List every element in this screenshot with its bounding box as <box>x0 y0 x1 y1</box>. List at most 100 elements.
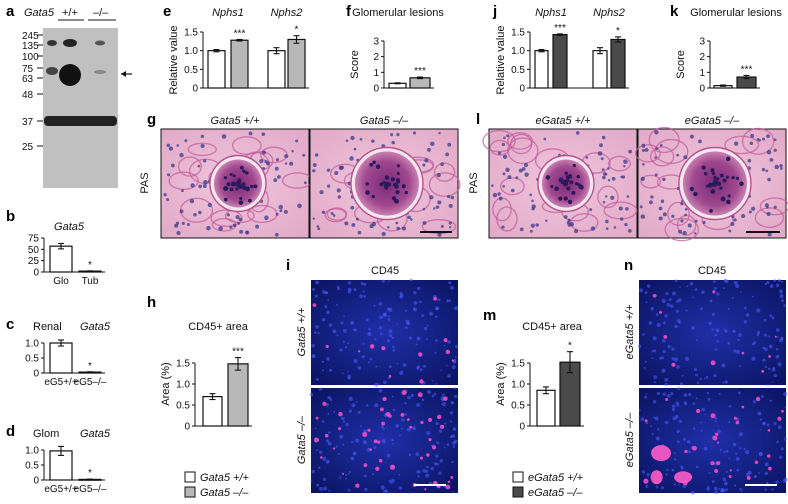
dapi-nucleus <box>671 357 675 361</box>
dapi-nucleus <box>714 490 718 494</box>
nucleus <box>239 229 244 234</box>
nucleus <box>395 221 399 225</box>
dapi-nucleus <box>740 291 742 293</box>
tubule <box>177 156 202 177</box>
dapi-nucleus <box>674 279 678 283</box>
dapi-nucleus <box>766 383 769 386</box>
dapi-nucleus <box>638 415 641 418</box>
dapi-nucleus <box>338 476 342 479</box>
cd45-cell <box>712 290 716 294</box>
dapi-nucleus <box>398 486 403 490</box>
nucleus <box>639 205 643 209</box>
dapi-nucleus <box>391 479 395 483</box>
dapi-nucleus <box>446 299 450 303</box>
dapi-nucleus <box>321 420 325 423</box>
dapi-nucleus <box>737 391 741 395</box>
nucleus <box>396 133 400 137</box>
dapi-nucleus <box>733 484 737 487</box>
dapi-nucleus <box>768 335 771 338</box>
dapi-nucleus <box>681 374 684 377</box>
dapi-nucleus <box>453 439 458 444</box>
dapi-nucleus <box>721 363 726 368</box>
dapi-nucleus <box>660 486 664 490</box>
dapi-nucleus <box>452 491 454 493</box>
dapi-nucleus <box>675 401 680 405</box>
dapi-nucleus <box>711 312 715 316</box>
nucleus <box>602 200 606 204</box>
dapi-nucleus <box>692 402 696 405</box>
bar-charts: 0255075Glo*TubGata500.51.0eG5+/+*eG5–/–R… <box>25 7 782 495</box>
dapi-nucleus <box>396 322 399 325</box>
nucleus <box>531 199 534 203</box>
bar-knockout <box>227 363 249 427</box>
dapi-nucleus <box>655 436 660 441</box>
panel-label-m: m <box>483 307 496 324</box>
dapi-nucleus <box>717 429 721 434</box>
glomerular-nucleus <box>250 184 254 188</box>
tubule <box>597 185 619 209</box>
dapi-nucleus <box>321 360 325 364</box>
cd45-cell <box>644 419 648 423</box>
dapi-nucleus <box>662 339 666 343</box>
dapi-nucleus <box>773 279 777 283</box>
bar-knockout <box>552 34 568 89</box>
nucleus <box>275 158 279 162</box>
dapi-nucleus <box>724 279 729 284</box>
cd45-cell <box>659 310 663 314</box>
glomerular-nucleus <box>716 181 721 186</box>
dapi-nucleus <box>440 403 443 405</box>
dapi-nucleus <box>347 281 352 285</box>
dapi-nucleus <box>415 343 418 346</box>
dapi-nucleus <box>678 429 681 432</box>
dapi-nucleus <box>379 332 383 336</box>
nucleus <box>773 148 777 152</box>
chart-title-gene: Gata5 <box>80 321 111 333</box>
dapi-nucleus <box>443 446 446 449</box>
nucleus <box>650 195 654 199</box>
nucleus <box>200 143 205 149</box>
significance-marker: *** <box>554 23 566 34</box>
dapi-nucleus <box>704 413 707 416</box>
nucleus <box>166 143 171 148</box>
blot-marker-label: 63 <box>22 74 34 85</box>
glomerular-nucleus <box>365 182 369 186</box>
nucleus <box>198 210 202 215</box>
cd45-cell <box>381 346 386 351</box>
dapi-nucleus <box>348 470 352 474</box>
nucleus <box>401 226 407 231</box>
dapi-nucleus <box>362 290 366 293</box>
dapi-nucleus <box>727 342 731 345</box>
nucleus <box>314 153 319 157</box>
nucleus <box>261 150 266 155</box>
cd45-cell <box>420 420 424 425</box>
nucleus <box>326 168 331 172</box>
y-tick-label: 0 <box>519 84 525 95</box>
dapi-nucleus <box>311 469 315 474</box>
nucleus <box>437 200 442 205</box>
dapi-nucleus <box>398 473 401 476</box>
nucleus <box>684 207 688 211</box>
dapi-nucleus <box>375 365 378 368</box>
y-tick-label: 3 <box>373 37 379 48</box>
dapi-nucleus <box>638 288 644 293</box>
cd45-cell <box>767 428 771 432</box>
dapi-nucleus <box>416 469 421 474</box>
tubule <box>168 171 199 191</box>
dapi-nucleus <box>339 348 343 352</box>
cd45-cell <box>419 456 424 460</box>
dapi-nucleus <box>732 329 736 333</box>
dapi-nucleus <box>322 456 327 461</box>
dapi-nucleus <box>348 409 353 413</box>
nucleus <box>264 215 269 221</box>
cd45-cell <box>443 338 448 343</box>
dapi-nucleus <box>662 349 666 353</box>
dapi-nucleus <box>392 349 396 352</box>
dapi-nucleus <box>314 427 317 430</box>
dapi-nucleus <box>357 410 361 414</box>
dapi-nucleus <box>353 359 358 364</box>
dapi-nucleus <box>771 488 774 491</box>
dapi-nucleus <box>406 427 411 432</box>
dapi-nucleus <box>328 368 333 372</box>
y-tick-label: 0.5 <box>511 401 525 412</box>
dapi-nucleus <box>417 475 420 478</box>
